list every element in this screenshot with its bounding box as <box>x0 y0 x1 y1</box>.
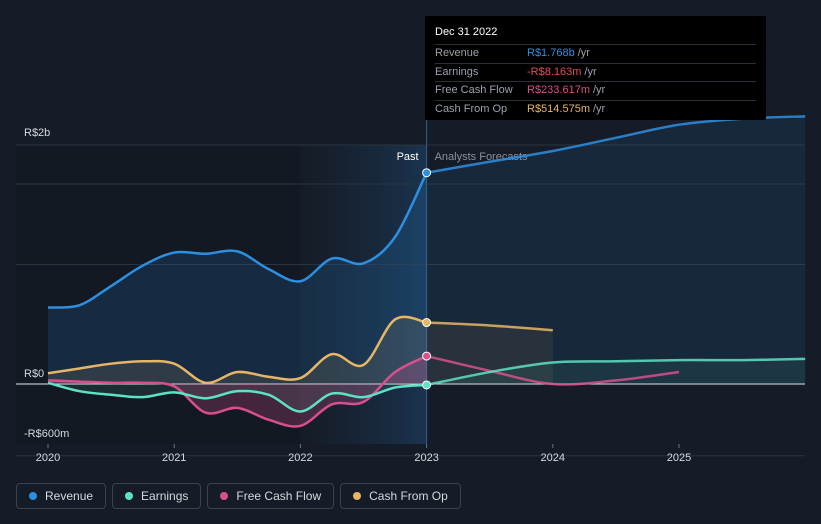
chart-legend: Revenue Earnings Free Cash Flow Cash Fro… <box>16 483 461 511</box>
revenue-area-past <box>48 172 427 384</box>
tooltip-label: Earnings <box>435 65 479 78</box>
past-label: Past <box>397 151 419 163</box>
x-tick-label: 2021 <box>162 452 186 464</box>
x-tick-label: 2023 <box>414 452 438 464</box>
cash-from-op-area-past <box>48 316 427 384</box>
x-tick-label: 2025 <box>667 452 691 464</box>
tooltip-row-free-cash-flow: Free Cash Flow R$233.617m /yr <box>435 81 756 100</box>
legend-item-earnings[interactable]: Earnings <box>112 483 202 509</box>
legend-dot-icon <box>125 492 134 500</box>
earnings-line-past <box>47 381 427 413</box>
tooltip-value: R$514.575m <box>527 102 590 115</box>
cash-from-op-line-past <box>47 315 427 385</box>
x-tick-label: 2022 <box>288 452 312 464</box>
y-tick-label: R$2b <box>24 127 50 139</box>
free-cash-flow-line-past <box>47 354 428 428</box>
cash-from-op-marker <box>422 318 432 328</box>
legend-dot-icon <box>353 492 362 500</box>
y-tick-label: -R$600m <box>24 428 69 440</box>
tooltip-value: R$1.768b <box>527 47 575 59</box>
cash-from-op-area-forecast <box>426 322 553 384</box>
tooltip-date: Dec 31 2022 <box>435 26 498 38</box>
tooltip-row-revenue: Revenue R$1.768b /yr <box>435 44 756 63</box>
x-tick-label: 2020 <box>36 452 60 464</box>
past-shade-band <box>300 145 427 444</box>
earnings-marker <box>422 380 432 390</box>
earnings-line-forecast <box>426 357 806 387</box>
x-tick-label: 2024 <box>541 452 565 464</box>
legend-label: Free Cash Flow <box>236 489 322 503</box>
legend-dot-icon <box>29 492 37 500</box>
revenue-line-past <box>47 172 428 309</box>
tooltip-row-cash-from-op: Cash From Op R$514.575m /yr <box>435 99 756 119</box>
legend-item-cash-from-op[interactable]: Cash From Op <box>340 483 461 509</box>
revenue-marker <box>422 168 432 178</box>
tooltip-unit: /yr <box>593 102 606 115</box>
earnings-area-past <box>48 382 427 412</box>
revenue-area-forecast <box>426 116 810 384</box>
legend-item-free-cash-flow[interactable]: Free Cash Flow <box>207 483 335 509</box>
tooltip-value: R$233.617m <box>527 84 590 96</box>
cash-from-op-line-forecast <box>426 321 553 332</box>
legend-dot-icon <box>220 492 229 500</box>
legend-label: Revenue <box>45 489 94 503</box>
tooltip-label: Revenue <box>435 47 480 59</box>
tooltip-unit: /yr <box>593 84 606 96</box>
free-cash-flow-line-forecast <box>426 354 680 386</box>
free-cash-flow-marker <box>422 351 432 361</box>
tooltip-value: -R$8.163m <box>527 65 582 78</box>
tooltip-unit: /yr <box>577 47 590 59</box>
y-tick-label: R$0 <box>24 368 44 380</box>
legend-label: Cash From Op <box>369 489 448 503</box>
legend-item-revenue[interactable]: Revenue <box>16 483 107 509</box>
tooltip-row-earnings: Earnings -R$8.163m /yr <box>435 62 756 82</box>
tooltip-panel: Dec 31 2022 Revenue R$1.768b /yr Earning… <box>425 16 766 120</box>
tooltip-unit: /yr <box>584 65 597 78</box>
tooltip-label: Cash From Op <box>435 102 508 115</box>
tooltip-label: Free Cash Flow <box>435 84 513 96</box>
legend-label: Earnings <box>141 489 189 503</box>
